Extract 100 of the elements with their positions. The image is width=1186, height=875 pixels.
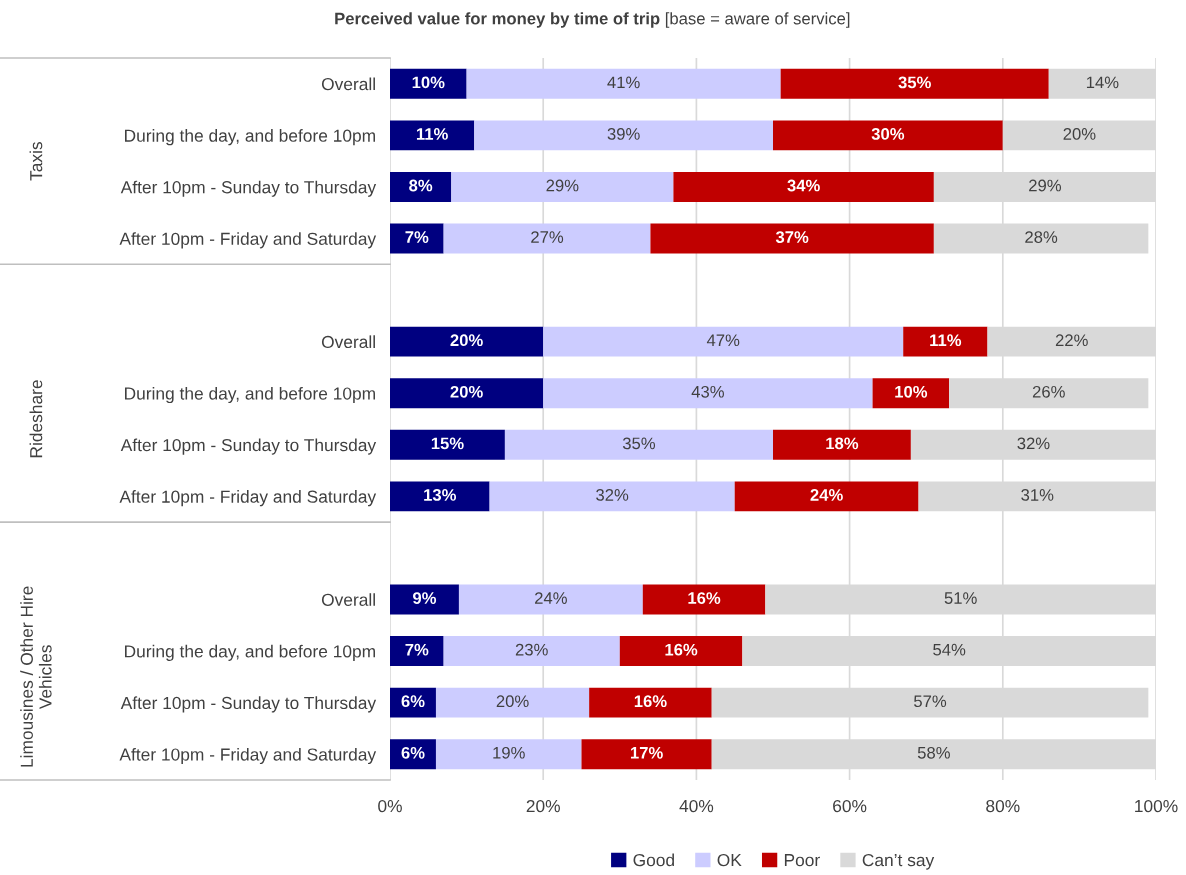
bar: [390, 429, 505, 460]
bar: [642, 584, 766, 615]
data-label: 7%: [405, 643, 429, 656]
y-tick-label: After 10pm - Sunday to Thursday: [120, 180, 377, 197]
x-tick-label: 60%: [833, 799, 867, 813]
y-tick-label: After 10pm - Friday and Saturday: [119, 490, 377, 507]
x-tick-label: 0%: [378, 799, 402, 813]
data-label: 28%: [1025, 231, 1058, 243]
y-tick-label: During the day, and before 10pm: [125, 386, 375, 404]
chart-subtitle: [base = aware of service]: [665, 12, 850, 28]
data-label: 35%: [898, 76, 931, 89]
x-tick-label: 80%: [986, 799, 1020, 813]
bar: [390, 171, 452, 202]
y-tick-label: After 10pm - Sunday to Thursday: [120, 438, 377, 455]
data-label: 15%: [431, 437, 464, 450]
chart-title: Perceived value for money by time of trip: [335, 12, 660, 28]
data-label: 24%: [810, 489, 843, 501]
data-label: 32%: [1017, 437, 1050, 450]
data-label: 20%: [450, 334, 483, 347]
bar: [435, 739, 582, 770]
bar: [504, 429, 773, 460]
data-label: 30%: [871, 128, 905, 140]
data-label: 8%: [409, 179, 433, 192]
bar: [780, 68, 1049, 99]
bar: [435, 687, 590, 718]
y-tick-label: After 10pm - Sunday to Thursday: [120, 696, 377, 713]
bar: [443, 636, 620, 667]
data-label: 43%: [691, 385, 724, 398]
data-label: 39%: [607, 128, 640, 140]
data-label: 7%: [405, 231, 429, 243]
y-tick-label: Overall: [321, 335, 375, 349]
data-label: 6%: [401, 695, 425, 708]
data-label: 35%: [622, 437, 656, 450]
data-label: 22%: [1055, 334, 1088, 347]
data-label: 58%: [917, 746, 950, 759]
legend-label: Poor: [784, 854, 820, 867]
data-label: 20%: [496, 695, 529, 708]
data-label: 20%: [1063, 128, 1096, 140]
bar: [619, 636, 743, 667]
bar: [390, 687, 436, 718]
x-tick-label: 40%: [679, 799, 714, 813]
bar: [474, 120, 773, 151]
text: Taxis: [29, 142, 43, 181]
data-label: 29%: [1029, 179, 1062, 192]
y-tick-label: During the day, and before 10pm: [125, 644, 375, 661]
x-tick-label: 100%: [1135, 799, 1178, 813]
data-label: 9%: [413, 592, 437, 604]
bar: [390, 739, 436, 770]
legend-label: Can’t say: [862, 853, 935, 870]
y-tick-label: After 10pm - Friday and Saturday: [119, 747, 377, 765]
bar: [466, 68, 781, 99]
bar: [650, 223, 934, 254]
data-label: 6%: [401, 746, 425, 759]
x-tick-label: 20%: [526, 799, 560, 813]
bar: [673, 171, 934, 202]
bar: [458, 584, 643, 615]
bar: [390, 68, 467, 99]
bar: [390, 636, 444, 667]
data-label: 17%: [630, 746, 663, 759]
bar: [581, 739, 712, 770]
data-label: 51%: [944, 592, 977, 604]
bar: [543, 378, 873, 409]
data-label: 27%: [531, 231, 564, 243]
bar: [390, 223, 444, 254]
data-label: 10%: [412, 76, 445, 89]
bar: [734, 481, 919, 512]
data-label: 37%: [775, 231, 809, 243]
data-label: 32%: [596, 489, 629, 501]
bar: [390, 378, 544, 409]
bar: [390, 584, 459, 615]
text: Rideshare: [29, 380, 43, 458]
data-label: 10%: [895, 385, 928, 398]
bar: [443, 223, 651, 254]
legend-label: Good: [633, 853, 674, 867]
data-label: 11%: [416, 128, 448, 140]
y-tick-label: During the day, and before 10pm: [125, 129, 375, 146]
data-label: 16%: [665, 643, 698, 656]
data-label: 20%: [450, 385, 483, 398]
data-label: 29%: [546, 179, 579, 192]
data-label: 16%: [634, 695, 667, 708]
data-label: 47%: [706, 334, 740, 347]
bar: [489, 481, 735, 512]
y-tick-label: Overall: [321, 77, 375, 91]
data-label: 13%: [424, 489, 457, 501]
bar: [390, 481, 490, 512]
bar: [773, 120, 1003, 151]
data-label: 14%: [1086, 76, 1119, 89]
data-label: 18%: [826, 437, 859, 450]
bar: [903, 326, 988, 357]
bar: [451, 171, 674, 202]
data-label: 31%: [1021, 489, 1054, 501]
bar: [589, 687, 712, 718]
data-label: 11%: [930, 334, 962, 347]
data-label: 19%: [493, 746, 525, 759]
bar: [390, 120, 475, 151]
data-label: 23%: [515, 643, 548, 656]
data-label: 57%: [914, 695, 947, 708]
data-label: 34%: [787, 179, 820, 192]
y-tick-label: After 10pm - Friday and Saturday: [119, 232, 377, 249]
bar: [872, 378, 950, 409]
